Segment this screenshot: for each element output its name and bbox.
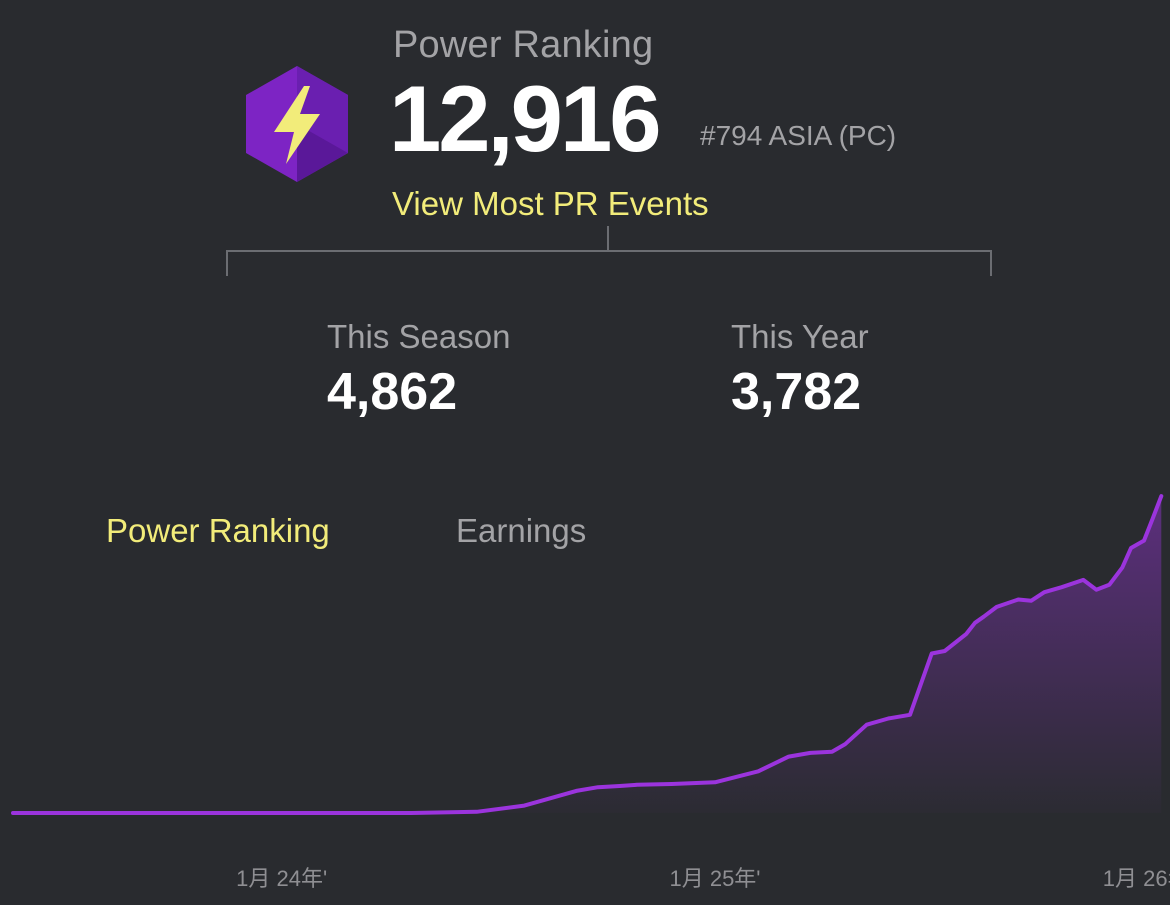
power-ranking-title: Power Ranking [393, 24, 654, 66]
section-divider-bracket [226, 226, 992, 276]
regional-rank: #794 ASIA (PC) [700, 120, 897, 151]
x-tick-label: 1月 24年' [236, 866, 327, 891]
series-area [13, 496, 1162, 813]
view-most-pr-events-link[interactable]: View Most PR Events [392, 185, 709, 222]
x-tick-label: 1月 25年' [669, 866, 760, 891]
this-season-stat: This Season 4,862 [327, 318, 510, 418]
power-ranking-chart: 1月 24年' 1月 25年' 1月 26年' [11, 494, 1170, 891]
stat-value: 3,782 [731, 363, 862, 421]
stat-value: 4,862 [327, 363, 458, 421]
power-ranking-value: 12,916 [389, 66, 662, 171]
this-year-stat: This Year 3,782 [731, 318, 869, 418]
stat-label: This Year [731, 318, 869, 355]
lightning-badge-icon [246, 66, 348, 182]
series-line [11, 494, 1164, 815]
x-axis-ticks: 1月 24年' 1月 25年' 1月 26年' [236, 866, 1170, 891]
tab-power-ranking[interactable]: Power Ranking [106, 512, 330, 549]
tab-earnings[interactable]: Earnings [456, 512, 587, 549]
x-tick-label: 1月 26年' [1103, 866, 1170, 891]
stat-label: This Season [327, 318, 511, 355]
